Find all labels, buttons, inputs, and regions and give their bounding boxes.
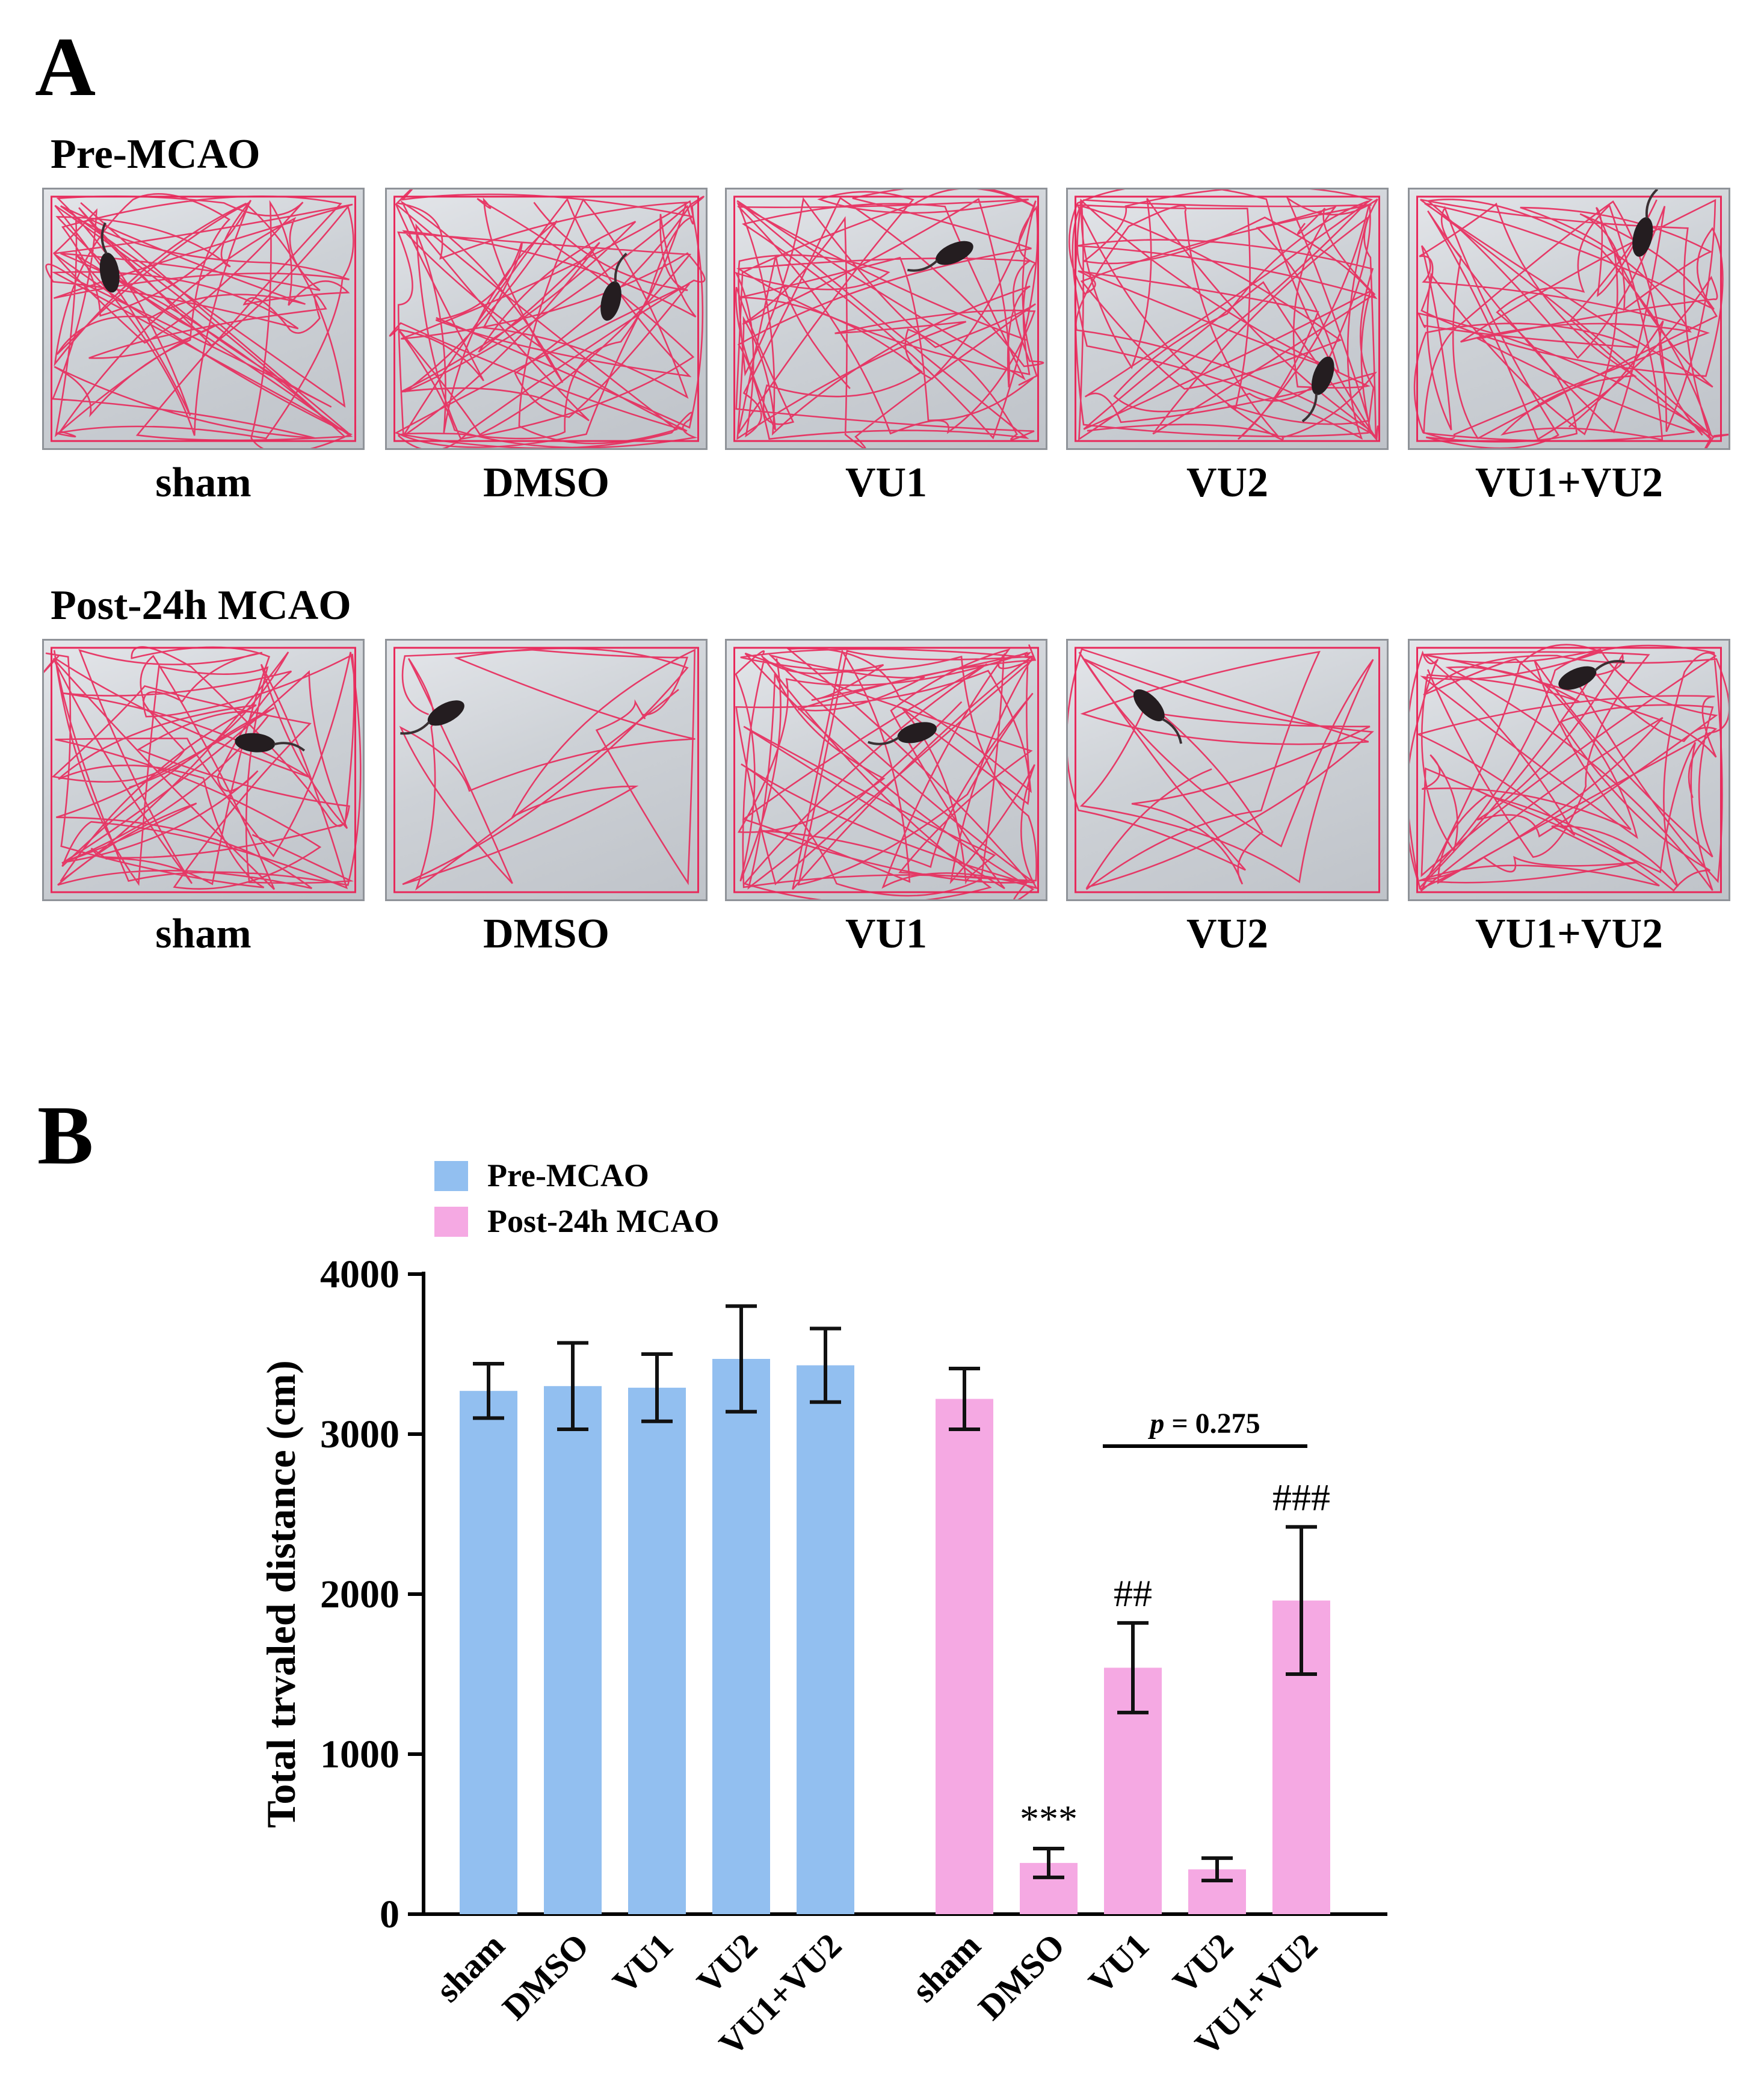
arena-label-1-0: sham [155,911,251,957]
trajectory-path [735,644,1038,899]
arena-label-0-1: DMSO [483,460,609,506]
arena-label-1-1: DMSO [483,911,609,957]
arena-label-0-0: sham [155,460,251,506]
arena-0-1 [385,188,708,450]
y-tick-label-2: 2000 [320,1572,399,1616]
trajectory-path [1068,648,1374,890]
y-tick-label-0: 0 [380,1892,399,1936]
mouse-icon [868,722,937,745]
x-tick-label-0-2: VU1 [605,1926,680,2001]
legend-swatch-0 [434,1161,468,1191]
arena-1-1 [385,639,708,901]
arena-label-1-4: VU1+VU2 [1475,911,1664,957]
arena-label-1-2: VU1 [845,911,928,957]
bar-0-4 [797,1365,854,1914]
mouse-icon [235,733,306,753]
trajectory-path [1410,644,1729,892]
bar-1-0 [936,1399,993,1914]
arena-0-4 [1408,188,1730,450]
significance-marks: ***#####p = 0.275 [1020,1408,1330,1840]
legend: Pre-MCAO Post-24h MCAO [434,1157,719,1239]
bar-0-0 [460,1391,517,1914]
trajectory-path [1069,189,1379,442]
mouse-icon [99,222,120,293]
arena-label-0-3: VU2 [1186,460,1269,506]
bar-chart: Pre-MCAO Post-24h MCAO 0 1000 2000 3000 4000 T… [258,1157,1387,2063]
trajectory-path [45,193,354,448]
mouse-icon [600,253,628,321]
arena-label-0-2: VU1 [845,460,928,506]
bar-0-3 [712,1358,770,1914]
trajectory-path [1413,199,1729,448]
legend-swatch-1 [434,1207,468,1237]
x-tick-label-1-1: DMSO [970,1926,1072,2027]
mouse-icon [1301,356,1334,423]
trajectory-path [389,189,706,448]
significance-mark-1: ## [1114,1572,1152,1615]
legend-label-1: Post-24h MCAO [487,1203,719,1239]
panel-b-letter: B [37,1089,94,1182]
mouse-icon [1133,689,1183,744]
arena-label-0-4: VU1+VU2 [1475,460,1664,506]
row-title-pre: Pre-MCAO [51,131,261,177]
y-tick-label-3: 3000 [320,1412,399,1456]
trajectory-path [44,646,362,890]
x-tick-label-0-1: DMSO [495,1926,596,2027]
arena-label-1-3: VU2 [1186,911,1269,957]
arena-0-2 [725,188,1047,450]
arena-0-3 [1066,188,1389,450]
bar-0-1 [544,1386,602,1914]
y-tick-label-1: 1000 [320,1732,399,1776]
legend-label-0: Pre-MCAO [487,1157,649,1193]
x-tick-label-1-3: VU2 [1165,1926,1241,2001]
bars [460,1304,1330,1914]
y-tick-label-4: 4000 [320,1252,399,1296]
mouse-icon [1558,660,1625,690]
arena-1-0 [42,639,365,901]
mouse-icon [907,241,973,272]
x-tick-label-0-3: VU2 [689,1926,765,2001]
mouse-icon [400,700,464,735]
mouse-icon [1632,189,1659,257]
bar-0-2 [628,1387,686,1914]
trajectory-path [399,647,695,891]
comparison-label: p = 0.275 [1147,1408,1260,1440]
y-axis-label: Total trvaled distance (cm) [258,1360,304,1828]
significance-mark-0: *** [1020,1797,1078,1840]
arena-0-0 [42,188,365,450]
trajectory-path [735,189,1044,448]
x-tick-label-1-2: VU1 [1081,1926,1156,2001]
arena-1-2 [725,639,1047,901]
arena-1-4 [1408,639,1730,901]
significance-mark-2: ### [1272,1476,1330,1518]
panel-a-letter: A [35,20,96,114]
row-title-post: Post-24h MCAO [51,582,351,629]
arena-1-3 [1066,639,1389,901]
